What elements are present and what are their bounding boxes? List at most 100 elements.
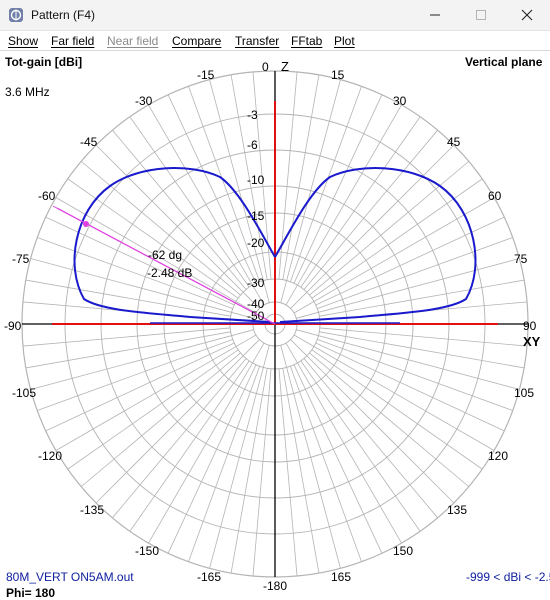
grid-spoke bbox=[188, 86, 260, 282]
menu-fftab[interactable]: FFtab bbox=[291, 34, 323, 48]
grid-spoke bbox=[129, 360, 250, 532]
grid-spoke bbox=[285, 104, 402, 306]
grid-spoke bbox=[230, 74, 268, 280]
angle-label: -165 bbox=[197, 570, 222, 584]
grid-spoke bbox=[37, 237, 233, 309]
z-axis-label: Z bbox=[281, 59, 289, 74]
menu-compare[interactable]: Compare bbox=[172, 34, 222, 48]
grid-spoke bbox=[309, 161, 470, 296]
angle-label: 90 bbox=[523, 319, 537, 333]
grid-spoke bbox=[30, 329, 254, 390]
cursor-gain-label: -2.48 dB bbox=[147, 266, 193, 280]
title-bar: Pattern (F4) bbox=[0, 0, 550, 31]
grid-spoke bbox=[293, 197, 495, 314]
pattern-right-lobe bbox=[274, 167, 477, 323]
angle-label: 105 bbox=[514, 386, 535, 400]
angle-label: 150 bbox=[393, 544, 414, 558]
grid-spoke bbox=[293, 94, 383, 284]
grid-spoke bbox=[296, 329, 520, 390]
grid-spoke bbox=[311, 349, 483, 470]
grid-spoke bbox=[30, 258, 254, 319]
ring-label: -20 bbox=[247, 236, 265, 250]
angle-label: -15 bbox=[197, 68, 215, 82]
menu-near-field[interactable]: Near field bbox=[107, 34, 159, 48]
menu-show[interactable]: Show bbox=[8, 34, 39, 48]
ring-label: -15 bbox=[247, 209, 265, 223]
angle-label: 15 bbox=[331, 68, 345, 82]
cursor-marker bbox=[83, 221, 89, 227]
cursor-line-shadow bbox=[52, 205, 272, 323]
maximize-icon bbox=[476, 10, 486, 20]
pattern-plot[interactable]: Tot-gain [dBi] Vertical plane 3.6 MHz Z … bbox=[0, 51, 550, 600]
grid-spoke bbox=[148, 104, 265, 306]
pattern-left-lobe bbox=[73, 167, 276, 323]
menu-bar: Show Far field Near field Compare Transf… bbox=[0, 31, 550, 51]
grid-spoke bbox=[95, 144, 260, 309]
grid-spoke bbox=[317, 339, 513, 411]
grid-spoke bbox=[317, 237, 513, 309]
angle-label: 75 bbox=[514, 252, 528, 266]
grid-spoke bbox=[282, 74, 320, 280]
grid-spoke bbox=[319, 279, 525, 317]
grid-spoke bbox=[45, 342, 235, 432]
angle-label: 135 bbox=[447, 503, 468, 517]
ring-label: -3 bbox=[247, 108, 258, 122]
grid-spoke bbox=[311, 178, 483, 299]
grid-spoke bbox=[309, 352, 470, 487]
ring-label: -50 bbox=[247, 309, 265, 323]
grid-spoke bbox=[303, 358, 438, 519]
grid-spoke bbox=[315, 216, 505, 306]
angle-label: -45 bbox=[80, 135, 98, 149]
close-button[interactable] bbox=[504, 0, 550, 30]
grid-spoke bbox=[209, 79, 270, 303]
app-icon bbox=[9, 8, 23, 22]
grid-spoke bbox=[22, 327, 231, 347]
window-title: Pattern (F4) bbox=[31, 8, 96, 22]
grid-spoke bbox=[280, 345, 341, 569]
grid-spoke bbox=[80, 352, 241, 487]
grid-spoke bbox=[315, 342, 505, 432]
angle-label: -105 bbox=[12, 386, 37, 400]
file-name: 80M_VERT ON5AM.out bbox=[6, 570, 134, 584]
angle-label: -60 bbox=[38, 189, 56, 203]
minimize-icon bbox=[430, 14, 440, 16]
grid-spoke bbox=[300, 360, 421, 532]
grid-spoke bbox=[278, 368, 298, 577]
menu-plot[interactable]: Plot bbox=[334, 34, 355, 48]
ring-label: -30 bbox=[247, 276, 265, 290]
polar-chart bbox=[21, 70, 529, 578]
plane-label: Vertical plane bbox=[465, 55, 543, 69]
grid-spoke bbox=[25, 331, 231, 369]
grid-spoke bbox=[303, 129, 438, 290]
angle-label: -75 bbox=[12, 252, 30, 266]
menu-transfer[interactable]: Transfer bbox=[235, 34, 280, 48]
grid-spoke bbox=[230, 368, 268, 574]
angle-label: 60 bbox=[488, 189, 502, 203]
grid-spoke bbox=[285, 342, 402, 544]
grid-spoke bbox=[37, 339, 233, 411]
ring-label: -40 bbox=[247, 297, 265, 311]
angle-label: -150 bbox=[135, 544, 160, 558]
grid-spoke bbox=[280, 79, 341, 303]
xy-axis-label: XY bbox=[523, 334, 541, 349]
grid-spoke bbox=[290, 144, 455, 309]
cursor-angle-label: -62 dg bbox=[148, 248, 183, 262]
grid-spoke bbox=[148, 342, 265, 544]
angle-label: 0 bbox=[262, 60, 269, 74]
minimize-button[interactable] bbox=[412, 0, 458, 30]
grid-spoke bbox=[25, 279, 231, 317]
grid-spoke bbox=[293, 364, 383, 554]
maximize-button[interactable] bbox=[458, 0, 504, 30]
grid-spoke bbox=[55, 334, 257, 451]
phi-label: Phi= 180 bbox=[6, 586, 56, 600]
grid-spoke bbox=[209, 345, 270, 569]
menu-far-field[interactable]: Far field bbox=[51, 34, 95, 48]
ring-label: -6 bbox=[247, 138, 258, 152]
angle-label: -90 bbox=[4, 319, 22, 333]
angle-label: -30 bbox=[135, 94, 153, 108]
range-label: -999 < dBi < -2.5 bbox=[466, 570, 550, 584]
grid-spoke bbox=[188, 366, 260, 562]
grid-spoke bbox=[129, 116, 250, 288]
angle-label: 165 bbox=[331, 570, 352, 584]
gain-label: Tot-gain [dBi] bbox=[5, 55, 83, 69]
